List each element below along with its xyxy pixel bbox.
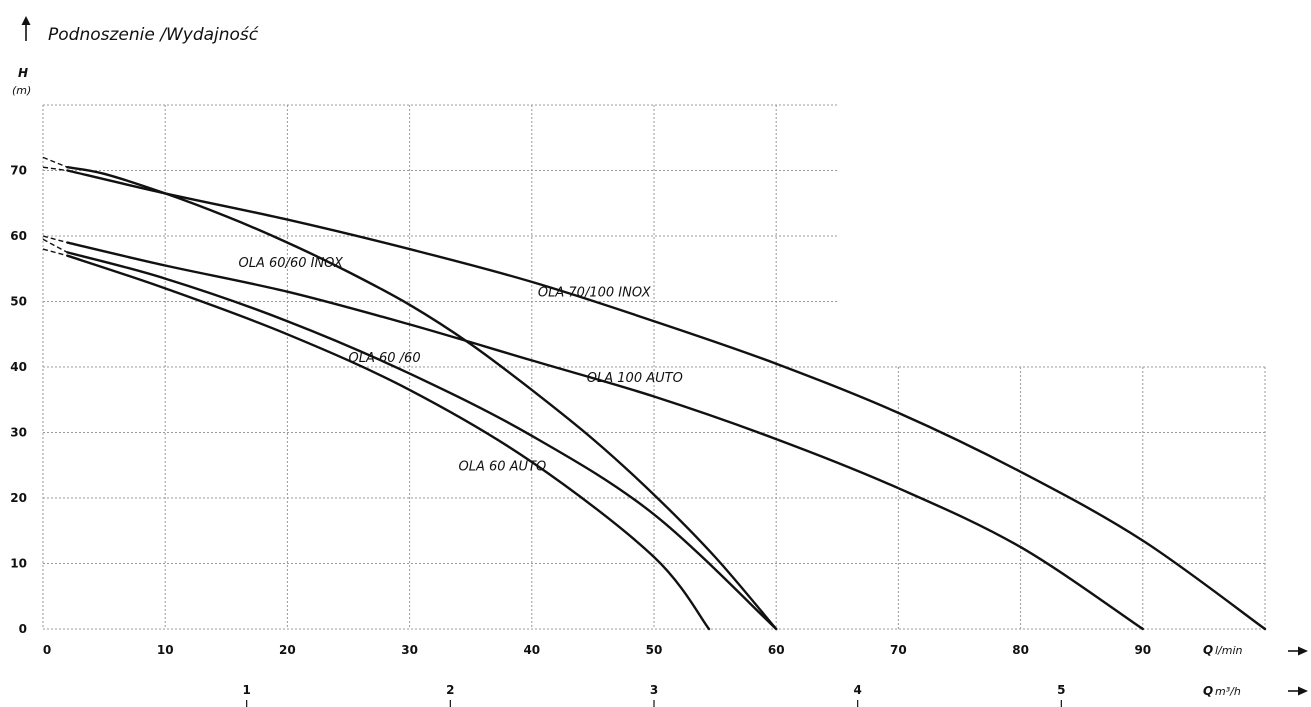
x2-tick-label: 1 bbox=[242, 683, 250, 697]
x-tick-label: 90 bbox=[1134, 643, 1151, 657]
y-tick-label: 70 bbox=[10, 164, 27, 178]
x2-tick-labels: 1 2 3 4 5 bbox=[242, 683, 1066, 707]
extrapolation-dash bbox=[42, 235, 68, 244]
series-curves bbox=[66, 166, 1267, 631]
grid bbox=[42, 104, 1266, 630]
series-line bbox=[66, 251, 778, 631]
extrapolation-dash bbox=[42, 166, 68, 172]
x-tick-label: 70 bbox=[890, 643, 907, 657]
series-line bbox=[66, 169, 1267, 631]
series-label: OLA 100 AUTO bbox=[587, 371, 683, 386]
series-labels: OLA 60/60 INOX OLA 70/100 INOX OLA 60 /60 O… bbox=[239, 256, 683, 474]
y-tick-label: 40 bbox=[10, 360, 27, 374]
y-tick-label: 30 bbox=[10, 426, 27, 440]
y-tick-label: 20 bbox=[10, 491, 27, 505]
y-tick-labels: 0 10 20 30 40 50 60 70 bbox=[10, 164, 27, 637]
x-tick-label: 10 bbox=[157, 643, 174, 657]
x2-tick-label: 4 bbox=[853, 683, 861, 697]
y-tick-label: 50 bbox=[10, 295, 27, 309]
x-tick-label: 40 bbox=[523, 643, 540, 657]
series-label: OLA 60/60 INOX bbox=[239, 256, 345, 271]
chart-title: Podnoszenie /Wydajność bbox=[48, 25, 259, 45]
extrapolation-dash bbox=[42, 238, 68, 254]
x2-tick-label: 2 bbox=[446, 683, 454, 697]
x2-tick-label: 3 bbox=[650, 683, 658, 697]
y-tick-label: 0 bbox=[19, 622, 27, 636]
extrapolation-lines bbox=[42, 156, 68, 257]
x2-tick-label: 5 bbox=[1057, 683, 1065, 697]
y-axis-symbol: H bbox=[18, 66, 28, 80]
series-line bbox=[66, 166, 778, 631]
x-axis-symbol: Q bbox=[1203, 643, 1213, 657]
series-line bbox=[66, 254, 711, 631]
x-axis-arrow bbox=[1288, 646, 1308, 656]
series-label: OLA 60 /60 bbox=[349, 351, 421, 366]
y-axis-arrow bbox=[21, 16, 31, 41]
x-tick-label: 30 bbox=[401, 643, 418, 657]
x-tick-label: 50 bbox=[646, 643, 663, 657]
y-axis-unit: (m) bbox=[12, 84, 31, 97]
x-tick-label: 80 bbox=[1012, 643, 1029, 657]
series-line bbox=[66, 241, 1144, 631]
x-tick-labels: 0 10 20 30 40 50 60 70 80 90 bbox=[43, 643, 1151, 657]
extrapolation-dash bbox=[42, 248, 68, 257]
y-tick-label: 10 bbox=[10, 557, 27, 571]
x-tick-label: 60 bbox=[768, 643, 785, 657]
y-tick-label: 60 bbox=[10, 229, 27, 243]
x2-axis-symbol: Q bbox=[1203, 684, 1213, 698]
x-axis-unit: l/min bbox=[1215, 644, 1243, 657]
extrapolation-dash bbox=[42, 156, 68, 168]
x2-axis-unit: m³/h bbox=[1215, 685, 1241, 698]
series-label: OLA 60 AUTO bbox=[458, 459, 546, 474]
series-label: OLA 70/100 INOX bbox=[538, 286, 652, 301]
x2-axis-arrow bbox=[1288, 686, 1308, 696]
x-tick-label: 0 bbox=[43, 643, 51, 657]
x-tick-label: 20 bbox=[279, 643, 296, 657]
